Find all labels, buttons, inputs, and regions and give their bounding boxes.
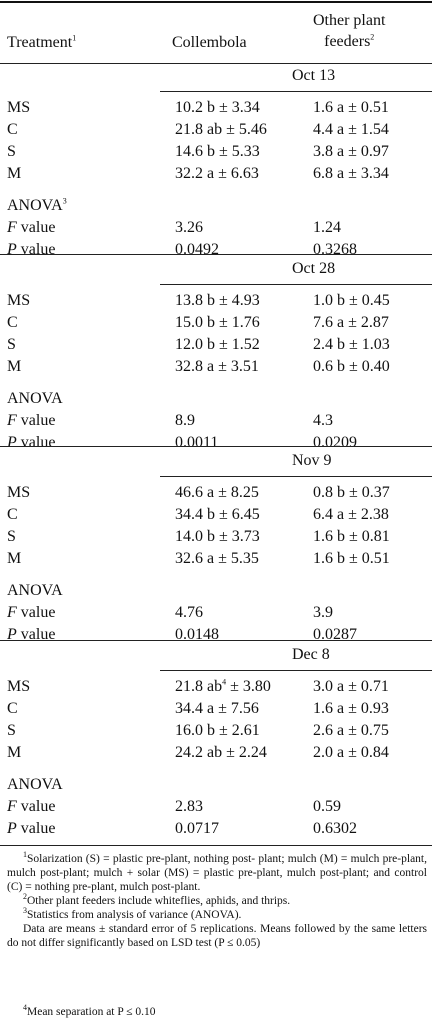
treatment-cell: MS xyxy=(7,678,31,695)
other-feeders-cell: 3.0 a ± 0.71 xyxy=(313,678,389,695)
header-treatment: Treatment1 xyxy=(7,33,77,51)
section-rule xyxy=(0,254,432,255)
treatment-cell: S xyxy=(7,143,16,160)
other-feeders-cell: 3.8 a ± 0.97 xyxy=(313,143,389,160)
table-row: M 32.6 a ± 5.35 1.6 b ± 0.51 xyxy=(0,548,432,570)
other-feeders-cell: 7.6 a ± 2.87 xyxy=(313,314,389,331)
f-value-row: F value 4.76 3.9 xyxy=(7,604,333,621)
top-rule xyxy=(0,1,432,3)
treatment-cell: MS xyxy=(7,484,31,501)
footnote-1: 1Solarization (S) = plastic pre-plant, n… xyxy=(7,850,427,893)
p-value-row: P value 0.0148 0.0287 xyxy=(7,626,357,643)
section-rule xyxy=(0,640,432,641)
treatment-cell: C xyxy=(7,506,18,523)
table-row: C 15.0 b ± 1.76 7.6 a ± 2.87 xyxy=(0,312,432,334)
anova-label: ANOVA xyxy=(7,390,63,407)
date-rule xyxy=(160,91,432,92)
header-collembola: Collembola xyxy=(172,34,247,51)
collembola-cell: 21.8 ab ± 5.46 xyxy=(175,121,267,138)
table-row: M 32.8 a ± 3.51 0.6 b ± 0.40 xyxy=(0,356,432,378)
header-rule xyxy=(0,63,432,64)
treatment-cell: MS xyxy=(7,99,31,116)
other-feeders-cell: 2.0 a ± 0.84 xyxy=(313,744,389,761)
collembola-cell: 32.2 a ± 6.63 xyxy=(175,165,259,182)
table-row: S 12.0 b ± 1.52 2.4 b ± 1.03 xyxy=(0,334,432,356)
treatment-cell: C xyxy=(7,700,18,717)
table-row: M 32.2 a ± 6.63 6.8 a ± 3.34 xyxy=(0,163,432,185)
p-value-row: P value 0.0717 0.6302 xyxy=(7,820,357,837)
other-feeders-cell: 4.4 a ± 1.54 xyxy=(313,121,389,138)
collembola-cell: 32.8 a ± 3.51 xyxy=(175,358,259,375)
table-row: S 14.0 b ± 3.73 1.6 b ± 0.81 xyxy=(0,526,432,548)
other-feeders-cell: 1.6 b ± 0.81 xyxy=(313,528,390,545)
anova-label: ANOVA xyxy=(7,776,63,793)
collembola-cell: 10.2 b ± 3.34 xyxy=(175,99,260,116)
anova-label: ANOVA3 xyxy=(7,196,67,214)
treatment-cell: S xyxy=(7,336,16,353)
treatment-cell: M xyxy=(7,744,22,761)
collembola-cell: 16.0 b ± 2.61 xyxy=(175,722,260,739)
table-row: C 21.8 ab ± 5.46 4.4 a ± 1.54 xyxy=(0,119,432,141)
collembola-cell: 14.0 b ± 3.73 xyxy=(175,528,260,545)
section-rule xyxy=(0,446,432,447)
table-row: MS 46.6 a ± 8.25 0.8 b ± 0.37 xyxy=(0,482,432,504)
other-feeders-cell: 6.4 a ± 2.38 xyxy=(313,506,389,523)
collembola-cell: 14.6 b ± 5.33 xyxy=(175,143,260,160)
table-row: C 34.4 a ± 7.56 1.6 a ± 0.93 xyxy=(0,698,432,720)
table-row: MS 21.8 ab4 ± 3.80 3.0 a ± 0.71 xyxy=(0,676,432,698)
treatment-cell: M xyxy=(7,165,22,182)
other-feeders-cell: 1.6 b ± 0.51 xyxy=(313,550,390,567)
collembola-cell: 34.4 b ± 6.45 xyxy=(175,506,260,523)
treatment-cell: MS xyxy=(7,292,31,309)
anova-label: ANOVA xyxy=(7,582,63,599)
date-rule xyxy=(160,476,432,477)
table-row: S 14.6 b ± 5.33 3.8 a ± 0.97 xyxy=(0,141,432,163)
table-row: S 16.0 b ± 2.61 2.6 a ± 0.75 xyxy=(0,720,432,742)
treatment-cell: S xyxy=(7,528,16,545)
f-value-row: F value 2.83 0.59 xyxy=(7,798,341,815)
table-row: MS 13.8 b ± 4.93 1.0 b ± 0.45 xyxy=(0,290,432,312)
collembola-cell: 12.0 b ± 1.52 xyxy=(175,336,260,353)
collembola-cell: 21.8 ab4 ± 3.80 xyxy=(175,677,271,695)
collembola-cell: 32.6 a ± 5.35 xyxy=(175,550,259,567)
treatment-cell: M xyxy=(7,358,22,375)
collembola-cell: 15.0 b ± 1.76 xyxy=(175,314,260,331)
other-feeders-cell: 2.4 b ± 1.03 xyxy=(313,336,390,353)
f-value-row: F value 3.26 1.24 xyxy=(7,219,341,236)
other-feeders-cell: 1.6 a ± 0.51 xyxy=(313,99,389,116)
date-rule xyxy=(160,284,432,285)
footnote-2: 2Other plant feeders include whiteflies,… xyxy=(23,892,291,907)
table-row: M 24.2 ab ± 2.24 2.0 a ± 0.84 xyxy=(0,742,432,764)
other-feeders-cell: 1.0 b ± 0.45 xyxy=(313,292,390,309)
treatment-cell: M xyxy=(7,550,22,567)
collembola-cell: 13.8 b ± 4.93 xyxy=(175,292,260,309)
data-note: Data are means ± standard error of 5 rep… xyxy=(7,923,427,949)
footnote-3: 3Statistics from analysis of variance (A… xyxy=(23,906,242,921)
other-feeders-cell: 6.8 a ± 3.34 xyxy=(313,165,389,182)
other-feeders-cell: 0.6 b ± 0.40 xyxy=(313,358,390,375)
table-row: MS 10.2 b ± 3.34 1.6 a ± 0.51 xyxy=(0,97,432,119)
collembola-cell: 24.2 ab ± 2.24 xyxy=(175,744,267,761)
collembola-cell: 34.4 a ± 7.56 xyxy=(175,700,259,717)
header-other-plant-feeders: Other plant feeders2 xyxy=(313,12,386,50)
f-value-row: F value 8.9 4.3 xyxy=(7,412,333,429)
other-feeders-cell: 0.8 b ± 0.37 xyxy=(313,484,390,501)
treatment-cell: S xyxy=(7,722,16,739)
footnote-4: 4Mean separation at P ≤ 0.10 xyxy=(23,1003,156,1018)
other-feeders-cell: 2.6 a ± 0.75 xyxy=(313,722,389,739)
collembola-cell: 46.6 a ± 8.25 xyxy=(175,484,259,501)
bottom-rule xyxy=(0,845,432,846)
table-row: C 34.4 b ± 6.45 6.4 a ± 2.38 xyxy=(0,504,432,526)
p-value-row: P value 0.0011 0.0209 xyxy=(7,434,357,451)
p-value-row: P value 0.0492 0.3268 xyxy=(7,241,357,258)
date-rule xyxy=(160,670,432,671)
treatment-cell: C xyxy=(7,314,18,331)
treatment-cell: C xyxy=(7,121,18,138)
other-feeders-cell: 1.6 a ± 0.93 xyxy=(313,700,389,717)
